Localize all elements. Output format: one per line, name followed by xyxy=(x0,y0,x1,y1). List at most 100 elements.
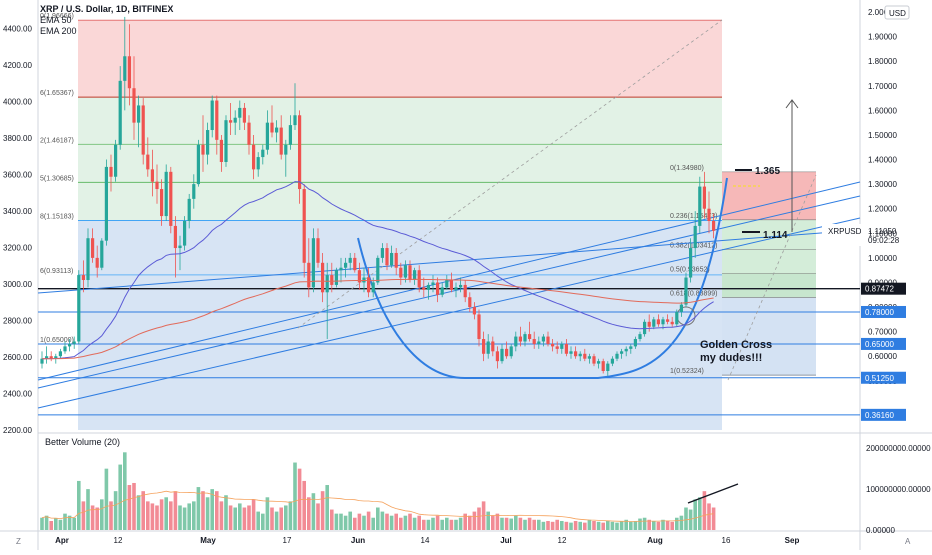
candle-body xyxy=(210,100,214,131)
candle-body xyxy=(344,262,348,268)
volume-bar xyxy=(527,517,532,530)
fib-right-label: 0.618(0.83899) xyxy=(670,290,717,297)
indicator-ema50[interactable]: EMA 50 xyxy=(40,15,72,25)
volume-bar xyxy=(435,515,440,530)
volume-bar xyxy=(40,517,44,530)
volume-bar xyxy=(546,521,550,530)
left-axis-tick: 3400.00 xyxy=(3,207,32,216)
candle-body xyxy=(394,252,398,268)
volume-bar xyxy=(242,507,247,530)
candle-body xyxy=(620,351,624,354)
candle-body xyxy=(371,282,375,293)
candle-body xyxy=(238,107,242,118)
volume-bar xyxy=(265,497,270,530)
volume-ma-line xyxy=(41,490,714,522)
volume-bar xyxy=(523,519,527,530)
volume-bar xyxy=(182,507,187,530)
volume-bar xyxy=(44,515,49,530)
volume-bar xyxy=(224,495,228,530)
candle-body xyxy=(666,319,670,322)
volume-bar xyxy=(210,489,214,530)
candle-body xyxy=(486,341,490,354)
candle-body xyxy=(551,343,555,347)
indicator-ema200[interactable]: EMA 200 xyxy=(40,26,77,36)
volume-panel-title: Better Volume (20) xyxy=(45,437,120,447)
fib-left-label: 6(0.93113) xyxy=(40,268,73,275)
candle-body xyxy=(615,353,619,359)
candle-body xyxy=(288,125,292,145)
candle-body xyxy=(114,144,118,177)
candle-body xyxy=(408,265,412,281)
candle-body xyxy=(601,361,605,371)
volume-bar xyxy=(233,507,237,530)
volume-bar xyxy=(477,507,481,530)
log-scale-button[interactable]: Z xyxy=(16,537,21,546)
right-axis-price-label: 0.51250 xyxy=(865,374,894,383)
volume-bar xyxy=(403,515,408,530)
left-axis-tick: 3800.00 xyxy=(3,134,32,143)
volume-bar xyxy=(127,485,132,530)
candle-body xyxy=(95,257,99,268)
volume-bar xyxy=(394,513,398,530)
left-axis-tick: 3000.00 xyxy=(3,280,32,289)
candle-body xyxy=(183,221,187,246)
candle-body xyxy=(564,343,568,354)
candle-body xyxy=(54,356,58,359)
volume-bar xyxy=(468,515,472,530)
candle-body xyxy=(495,351,499,362)
candle-body xyxy=(583,353,587,359)
volume-bar xyxy=(675,517,679,530)
candle-body xyxy=(233,117,237,123)
volume-bar xyxy=(334,513,339,530)
volume-bar xyxy=(343,515,348,530)
candle-body xyxy=(647,321,651,327)
candle-body xyxy=(491,341,495,352)
right-axis-tick: 1.20000 xyxy=(868,205,897,214)
candle-body xyxy=(523,334,527,342)
candle-body xyxy=(284,144,288,155)
candle-body xyxy=(518,336,522,342)
time-axis-tick: 14 xyxy=(421,536,430,545)
volume-bar xyxy=(583,522,587,530)
volume-bar xyxy=(560,521,564,530)
candle-body xyxy=(215,100,219,140)
price-tag-price: 1.11050 xyxy=(868,227,897,236)
candle-body xyxy=(45,356,49,359)
candle-body xyxy=(693,225,697,249)
volume-bar xyxy=(311,493,316,530)
volume-bar xyxy=(77,480,81,530)
volume-bar xyxy=(688,509,693,530)
candle-body xyxy=(192,184,196,199)
time-axis-tick: Sep xyxy=(785,536,800,545)
time-axis-tick: Apr xyxy=(55,536,69,545)
volume-bar xyxy=(399,517,403,530)
volume-bar xyxy=(123,452,127,530)
fib-right-label: 1(0.52324) xyxy=(670,368,704,375)
currency-button[interactable]: USD xyxy=(884,5,910,20)
candle-body xyxy=(224,120,228,162)
candle-body xyxy=(587,356,591,359)
volume-bar xyxy=(596,521,601,530)
candle-body xyxy=(270,122,274,133)
trend-line xyxy=(37,229,861,294)
candle-body xyxy=(528,334,532,340)
candle-body xyxy=(514,336,518,347)
candle-body xyxy=(252,144,256,170)
candle-body xyxy=(560,343,564,349)
volume-bar xyxy=(90,505,95,530)
volume-bar xyxy=(316,503,320,530)
candle-body xyxy=(339,267,343,271)
candle-body xyxy=(279,127,283,155)
diagonal-dashed-line xyxy=(727,174,817,381)
candle-body xyxy=(137,105,141,123)
left-axis-tick: 4000.00 xyxy=(3,97,32,106)
candle-body xyxy=(146,154,150,170)
volume-bar xyxy=(380,511,385,530)
auto-scale-button[interactable]: A xyxy=(905,537,911,546)
candle-body xyxy=(675,311,679,325)
candle-body xyxy=(242,107,246,123)
fib-left-label: 1(0.65000) xyxy=(40,337,74,344)
candle-body xyxy=(187,198,191,221)
